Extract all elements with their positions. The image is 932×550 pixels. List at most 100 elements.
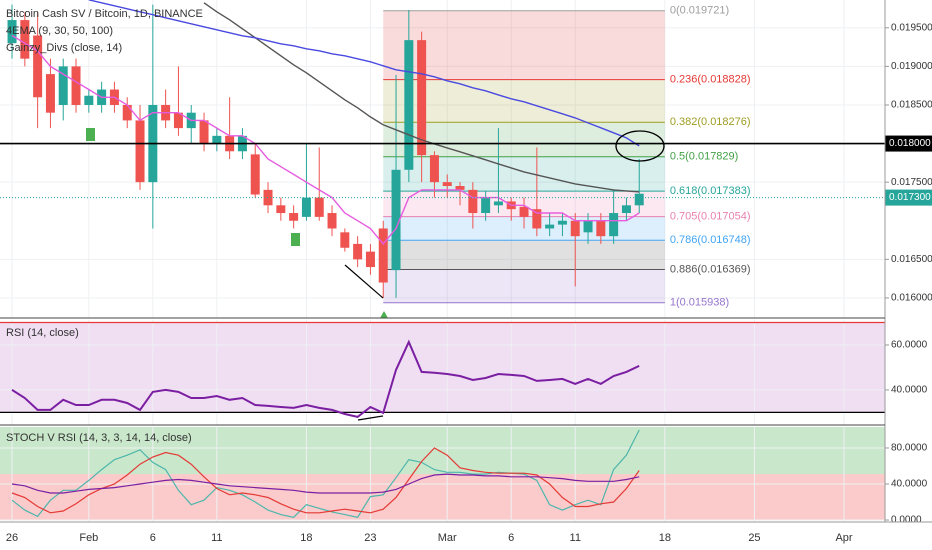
x-tick-label: Mar — [438, 532, 457, 544]
x-tick-label: Feb — [79, 532, 98, 544]
candle-body — [429, 155, 439, 183]
annotation-ellipse — [615, 130, 665, 162]
candle-body — [570, 220, 580, 237]
panel-title: RSI (14, close) — [6, 327, 79, 339]
candle-body — [20, 20, 30, 59]
candle-body — [519, 206, 529, 217]
divergence-line — [357, 415, 384, 421]
price-label: 0.017300 — [889, 192, 931, 203]
panel-title: STOCH V RSI (14, 3, 3, 14, 14, close) — [6, 432, 192, 444]
candle-body — [301, 197, 311, 217]
fib-band — [383, 269, 665, 303]
trend-line — [344, 264, 384, 299]
line-series — [11, 339, 640, 418]
chart-title: Bitcoin Cash SV / Bitcoin, 1D, BINANCE — [6, 8, 203, 20]
candle-body — [353, 243, 363, 260]
candle-body — [33, 35, 43, 98]
line-series — [88, 0, 640, 147]
y-tick-label: 40.0000 — [891, 385, 928, 396]
candle-body — [417, 40, 427, 156]
candle-body — [545, 224, 555, 229]
x-tick-label: 18 — [659, 532, 671, 544]
y-tick-label: 0.019000 — [891, 61, 932, 72]
candle-body — [314, 197, 324, 217]
candle-body — [391, 169, 401, 271]
fib-label: 0.5(0.017829) — [670, 151, 739, 163]
price-label-box — [885, 189, 932, 206]
candle-body — [621, 205, 631, 214]
signal-arrow — [380, 311, 388, 318]
candle-body — [583, 220, 593, 233]
x-tick-label: 11 — [570, 532, 581, 544]
price-label: 0.018000 — [889, 138, 931, 149]
y-tick-label: 0.019500 — [891, 22, 932, 33]
y-tick-label: 0.016000 — [891, 293, 932, 304]
indicator-label: 4EMA (9, 30, 50, 100) — [6, 25, 113, 37]
fib-label: 0.236(0.018828) — [670, 74, 751, 86]
fib-band — [383, 10, 665, 80]
x-tick-label: 6 — [150, 532, 156, 544]
x-tick-label: Apr — [835, 532, 852, 544]
fib-label: 0.705(0.017054) — [670, 210, 751, 222]
candle-body — [71, 66, 81, 105]
indicator-label: Gainzy_Divs (close, 14) — [6, 42, 122, 54]
candle-body — [199, 120, 209, 144]
candle-body — [84, 95, 94, 105]
y-tick-label: 80.0000 — [891, 443, 928, 454]
candle-body — [289, 213, 299, 221]
line-series — [11, 34, 640, 245]
y-tick-label: 0.0000 — [891, 515, 922, 526]
candle-body — [596, 220, 606, 237]
x-tick-label: 23 — [364, 532, 376, 544]
line-series — [11, 429, 640, 518]
band — [0, 474, 885, 521]
band — [0, 322, 885, 413]
candle-body — [455, 186, 465, 190]
candle-body — [7, 20, 17, 44]
candle-body — [212, 135, 222, 144]
candle-body — [634, 193, 644, 206]
fib-label: 0.382(0.018276) — [670, 116, 751, 128]
candle-body — [122, 104, 132, 121]
candle-body — [481, 197, 491, 214]
signal-marker — [86, 128, 95, 141]
y-tick-label: 40.0000 — [891, 479, 928, 490]
fib-band — [383, 79, 665, 123]
candle-body — [493, 201, 503, 206]
candle-body — [365, 251, 375, 268]
x-tick-label: 18 — [300, 532, 312, 544]
line-series — [203, 2, 640, 193]
signal-marker — [291, 233, 300, 246]
candle-body — [532, 209, 542, 229]
y-tick-label: 0.018500 — [891, 100, 932, 111]
y-tick-label: 0.016500 — [891, 254, 932, 265]
y-tick-label: 0.017500 — [891, 177, 932, 188]
line-series — [11, 473, 640, 494]
candle-body — [250, 154, 260, 195]
candle-body — [45, 74, 55, 113]
candle-body — [468, 189, 478, 214]
candle-body — [404, 40, 414, 170]
fib-label: 0.618(0.017383) — [670, 185, 751, 197]
candle-body — [263, 189, 273, 206]
candle-body — [442, 182, 452, 187]
x-tick-label: 26 — [6, 532, 18, 544]
candle-body — [173, 112, 183, 129]
x-tick-label: 6 — [508, 532, 514, 544]
fib-label: 0.886(0.016369) — [670, 263, 751, 275]
candle-body — [378, 228, 388, 283]
candle-body — [135, 120, 145, 183]
candle-body — [58, 66, 68, 105]
price-label-box — [885, 135, 932, 152]
fib-label: 0.786(0.016748) — [670, 234, 751, 246]
line-series — [11, 447, 640, 514]
x-tick-label: 25 — [748, 532, 760, 544]
candle-body — [327, 213, 337, 229]
candle-body — [557, 220, 567, 225]
candle-body — [340, 232, 350, 248]
fib-label: 1(0.015938) — [670, 297, 729, 309]
band — [0, 427, 885, 475]
